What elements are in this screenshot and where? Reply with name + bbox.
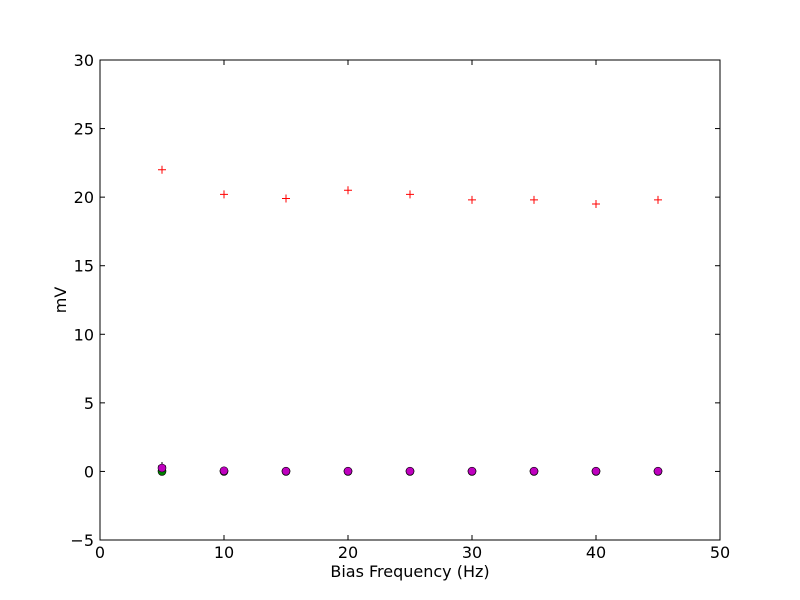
data-point [344, 186, 352, 195]
data-point [157, 463, 167, 473]
y-tick-label: 0 [84, 462, 94, 481]
x-tick-label: 20 [338, 543, 358, 562]
x-axis-label: Bias Frequency (Hz) [330, 562, 489, 581]
data-point [591, 466, 601, 476]
x-tick-label: 0 [95, 543, 105, 562]
y-tick-label: 5 [84, 394, 94, 413]
data-point [281, 466, 291, 476]
data-point [220, 190, 228, 199]
x-tick-label: 30 [462, 543, 482, 562]
data-point [468, 195, 476, 204]
y-axis-label: mV [51, 287, 70, 314]
y-tick-label: −5 [70, 531, 94, 550]
y-tick-label: 30 [74, 51, 94, 70]
y-tick-label: 15 [74, 257, 94, 276]
series-1 [158, 165, 662, 208]
data-point [530, 195, 538, 204]
data-point [406, 190, 414, 199]
data-point [592, 200, 600, 208]
data-point [343, 466, 353, 476]
data-point [405, 466, 415, 476]
data-point [654, 195, 662, 204]
y-tick-label: 10 [74, 325, 94, 344]
y-tick-label: 25 [74, 120, 94, 139]
plot-frame [99, 59, 721, 541]
data-point [219, 466, 229, 476]
data-point [529, 466, 539, 476]
plot-marks [157, 165, 663, 476]
y-tick-label: 20 [74, 188, 94, 207]
data-point [653, 466, 663, 476]
data-point [158, 165, 166, 174]
series-4 [157, 463, 663, 476]
data-point [282, 194, 290, 203]
data-point [467, 466, 477, 476]
x-tick-label: 50 [710, 543, 730, 562]
x-tick-label: 40 [586, 543, 606, 562]
x-tick-label: 10 [214, 543, 234, 562]
